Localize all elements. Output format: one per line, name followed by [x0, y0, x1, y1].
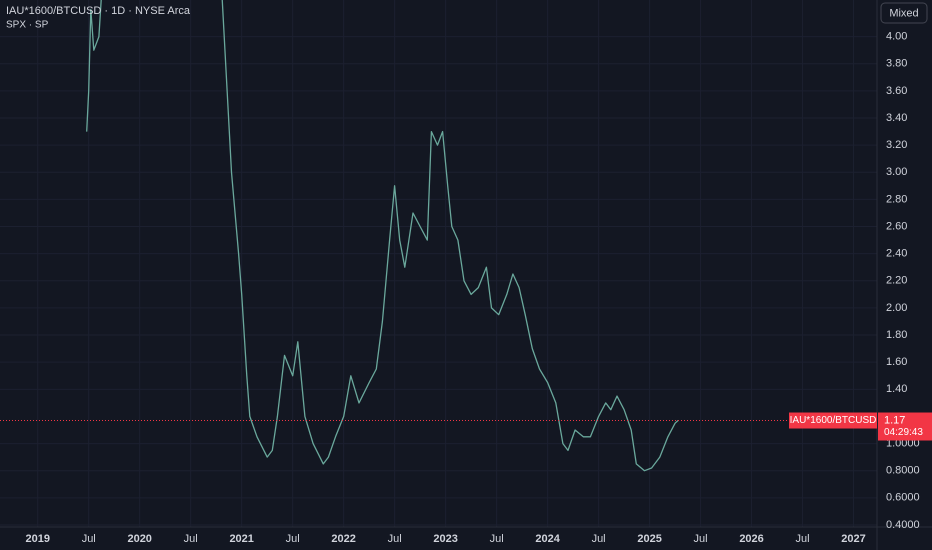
x-tick-label: Jul	[184, 533, 198, 545]
x-tick-label: 2020	[127, 533, 151, 545]
x-tick-label: Jul	[490, 533, 504, 545]
x-tick-label: 2019	[25, 533, 49, 545]
x-tick-label: 2021	[229, 533, 253, 545]
chart-title: IAU*1600/BTCUSD · 1D · NYSE Arca	[6, 5, 191, 17]
y-tick-label: 2.20	[886, 275, 907, 287]
last-price-tag	[878, 412, 932, 441]
y-tick-label: 3.40	[886, 112, 907, 124]
y-tick-label: 3.20	[886, 139, 907, 151]
chart-subtitle: SPX · SP	[6, 20, 49, 31]
y-tick-label: 4.00	[886, 31, 907, 43]
y-tick-label: 0.6000	[886, 492, 920, 504]
y-tick-label: 1.80	[886, 329, 907, 341]
x-tick-label: 2025	[637, 533, 661, 545]
y-tick-label: 3.00	[886, 166, 907, 178]
grid	[0, 0, 877, 527]
y-tick-label: 1.60	[886, 356, 907, 368]
x-tick-label: 2023	[433, 533, 457, 545]
series-layer	[86, 0, 679, 472]
y-tick-label: 2.00	[886, 302, 907, 314]
x-tick-label: 2027	[841, 533, 865, 545]
mixed-button-label[interactable]: Mixed	[889, 7, 918, 19]
x-tick-label: 2024	[535, 533, 560, 545]
y-tick-label: 0.4000	[886, 519, 920, 531]
y-tick-label: 3.80	[886, 58, 907, 70]
x-tick-label: Jul	[388, 533, 402, 545]
countdown-label: 04:29:43	[884, 427, 923, 438]
y-tick-label: 2.40	[886, 248, 907, 260]
x-tick-label: Jul	[796, 533, 810, 545]
price-line	[86, 0, 679, 472]
mixed-button[interactable]	[880, 2, 928, 24]
x-tick-label: 2026	[739, 533, 763, 545]
y-tick-label: 0.8000	[886, 465, 920, 477]
series-name-tag	[789, 412, 877, 429]
y-tick-label: 2.60	[886, 220, 907, 232]
x-tick-label: Jul	[694, 533, 708, 545]
y-tick-label: 1.40	[886, 383, 907, 395]
y-tick-label: 2.80	[886, 193, 907, 205]
x-tick-label: Jul	[592, 533, 606, 545]
series-name-label: IAU*1600/BTCUSD	[790, 415, 877, 426]
last-price-label: 1.17	[884, 414, 905, 426]
x-tick-label: Jul	[286, 533, 300, 545]
y-tick-label: 3.60	[886, 85, 907, 97]
x-tick-label: 2022	[331, 533, 355, 545]
x-tick-label: Jul	[82, 533, 96, 545]
